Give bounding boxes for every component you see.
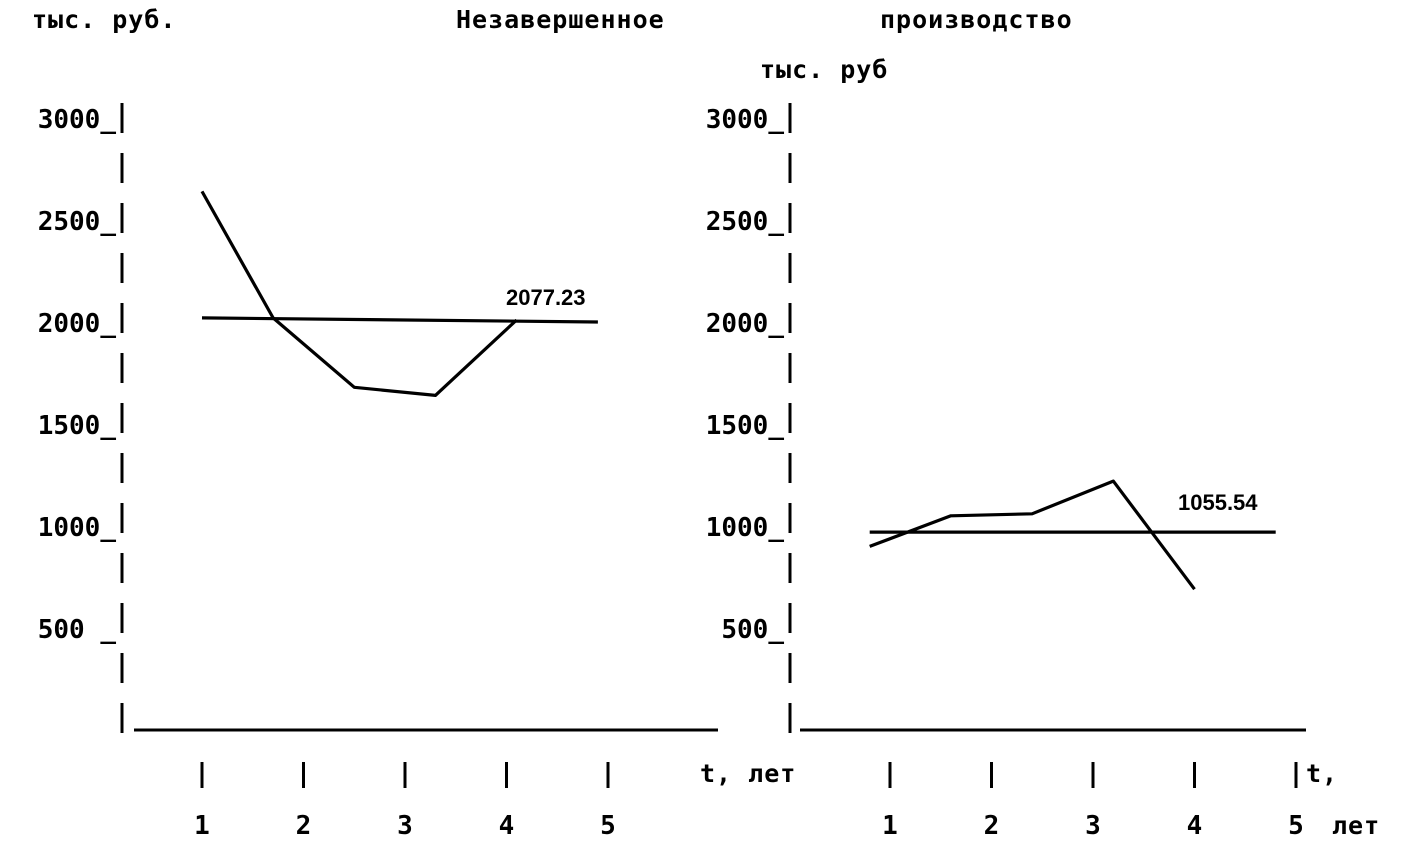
y-tick-label: 1500_: [706, 411, 785, 441]
x-tick-label: 5: [600, 811, 616, 841]
chart-title-left: Незавершенное: [456, 5, 665, 34]
right-average-annotation: 1055.54: [1178, 490, 1258, 515]
left-chart: 3000_ 2500_ 2000_ 1500_ 1000_ 500 _ 1 2 3 4 5: [38, 103, 718, 841]
left-average-annotation: 2077.23: [506, 285, 586, 310]
y-tick-label: 3000_: [38, 105, 117, 135]
y-tick-label: 1000_: [38, 513, 117, 543]
right-x-axis-label-top: t,: [1306, 759, 1338, 788]
y-tick-label: 500_: [721, 615, 784, 645]
right-x-axis-label-bottom: лет: [1332, 811, 1380, 840]
left-x-axis-label: t, лет: [700, 759, 796, 788]
y-tick-label: 500 _: [38, 615, 117, 645]
y-tick-label: 2500_: [706, 207, 785, 237]
y-tick-label: 2000_: [38, 309, 117, 339]
data-series-line: [869, 479, 1196, 591]
x-tick-label: 5: [1288, 811, 1304, 841]
x-tick-label: 4: [499, 811, 515, 841]
chart-title-right: производство: [880, 5, 1073, 34]
x-tick-label: 1: [882, 811, 898, 841]
data-series-line: [200, 190, 518, 397]
x-tick-label: 3: [1085, 811, 1101, 841]
y-tick-label: 1000_: [706, 513, 785, 543]
y-tick-label: 1500_: [38, 411, 117, 441]
x-tick-label: 2: [296, 811, 312, 841]
x-tick-label: 2: [984, 811, 1000, 841]
y-tick-label: 3000_: [706, 105, 785, 135]
left-y-unit-label: тыс. руб.: [32, 5, 176, 34]
y-tick-label: 2500_: [38, 207, 117, 237]
x-tick-label: 4: [1187, 811, 1203, 841]
right-y-unit-label: тыс. руб: [760, 55, 888, 84]
y-tick-label: 2000_: [706, 309, 785, 339]
right-chart: 3000_ 2500_ 2000_ 1500_ 1000_ 500_ 1 2 3 4 5: [706, 103, 1306, 841]
x-tick-label: 3: [397, 811, 413, 841]
average-level-line: [201, 316, 598, 324]
x-tick-label: 1: [194, 811, 210, 841]
